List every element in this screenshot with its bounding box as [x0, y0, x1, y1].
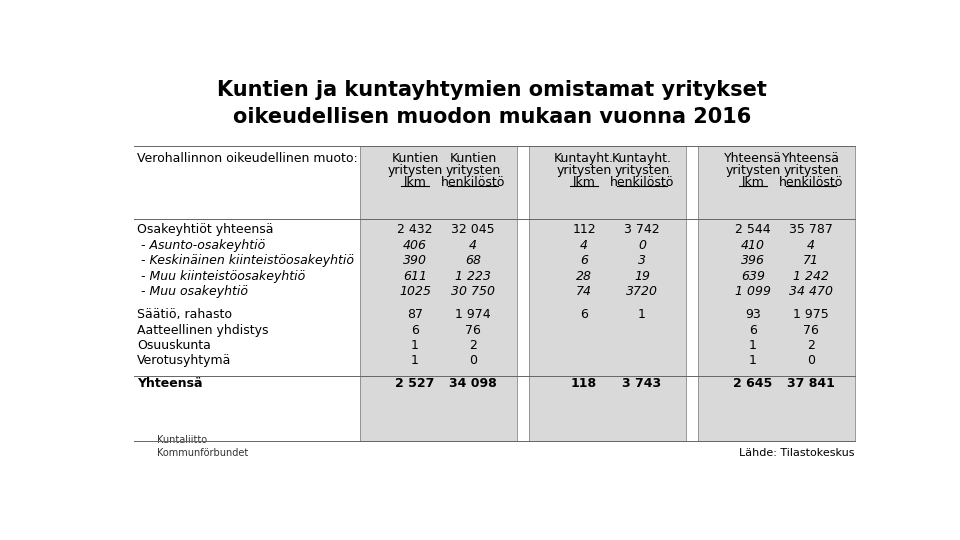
Text: Säätiö, rahasto: Säätiö, rahasto [137, 308, 232, 321]
Text: 19: 19 [634, 269, 650, 282]
Text: Osakeyhtiöt yhteensä: Osakeyhtiöt yhteensä [137, 224, 274, 237]
Text: 1 242: 1 242 [793, 269, 828, 282]
Text: 1: 1 [411, 354, 419, 367]
Text: 2 645: 2 645 [733, 377, 773, 390]
Text: - Muu kiinteistöosakeyhtiö: - Muu kiinteistöosakeyhtiö [137, 269, 305, 282]
Text: lkm: lkm [403, 177, 426, 190]
Text: 74: 74 [576, 285, 592, 298]
Text: 4: 4 [469, 239, 477, 252]
Bar [698, 146, 854, 441]
Text: 1 975: 1 975 [793, 308, 828, 321]
Text: 1: 1 [749, 339, 756, 352]
Text: 30 750: 30 750 [451, 285, 495, 298]
Text: - Asunto-osakeyhtiö: - Asunto-osakeyhtiö [137, 239, 265, 252]
Text: 68: 68 [465, 254, 481, 267]
Text: 1: 1 [749, 354, 756, 367]
Text: 3 743: 3 743 [622, 377, 661, 390]
Text: - Keskinäinen kiinteistöosakeyhtiö: - Keskinäinen kiinteistöosakeyhtiö [137, 254, 354, 267]
Text: 2: 2 [807, 339, 815, 352]
Text: 118: 118 [571, 377, 597, 390]
Text: lkm: lkm [741, 177, 764, 190]
Text: 3: 3 [637, 254, 646, 267]
Text: yritysten: yritysten [614, 164, 669, 177]
Text: 93: 93 [745, 308, 761, 321]
Bar [360, 146, 516, 441]
Bar [529, 146, 685, 441]
Text: Verohallinnon oikeudellinen muoto:: Verohallinnon oikeudellinen muoto: [137, 152, 358, 165]
Text: 406: 406 [403, 239, 427, 252]
Text: 0: 0 [637, 239, 646, 252]
Text: Yhteensä: Yhteensä [781, 152, 840, 165]
Text: Yhteensä: Yhteensä [137, 377, 203, 390]
Text: 0: 0 [469, 354, 477, 367]
Text: 1 974: 1 974 [455, 308, 491, 321]
Text: 76: 76 [465, 323, 481, 336]
Text: 76: 76 [803, 323, 819, 336]
Text: 3720: 3720 [626, 285, 658, 298]
Text: 35 787: 35 787 [789, 224, 833, 237]
Text: Kuntayht.: Kuntayht. [612, 152, 672, 165]
Text: 2 527: 2 527 [396, 377, 435, 390]
Text: 410: 410 [741, 239, 765, 252]
Text: yritysten: yritysten [388, 164, 443, 177]
Text: Aatteellinen yhdistys: Aatteellinen yhdistys [137, 323, 269, 336]
Text: 1 223: 1 223 [455, 269, 491, 282]
Text: yritysten: yritysten [557, 164, 612, 177]
Text: 34 470: 34 470 [789, 285, 833, 298]
Text: Kuntien: Kuntien [392, 152, 439, 165]
Text: 4: 4 [580, 239, 588, 252]
Text: 87: 87 [407, 308, 423, 321]
Text: 37 841: 37 841 [787, 377, 835, 390]
Text: 34 098: 34 098 [449, 377, 497, 390]
Bar [698, 146, 854, 441]
Text: yritysten: yritysten [783, 164, 838, 177]
Text: henkilöstö: henkilöstö [441, 177, 505, 190]
Text: henkilöstö: henkilöstö [610, 177, 674, 190]
Text: 2 544: 2 544 [735, 224, 771, 237]
Text: 28: 28 [576, 269, 592, 282]
Text: henkilöstö: henkilöstö [779, 177, 843, 190]
Text: 32 045: 32 045 [451, 224, 494, 237]
Text: 1025: 1025 [399, 285, 431, 298]
Text: Osuuskunta: Osuuskunta [137, 339, 211, 352]
Text: lkm: lkm [572, 177, 595, 190]
Text: yritysten: yritysten [445, 164, 500, 177]
Text: - Muu osakeyhtiö: - Muu osakeyhtiö [137, 285, 248, 298]
Text: 611: 611 [403, 269, 427, 282]
Text: Kuntaliitto
Kommunförbundet: Kuntaliitto Kommunförbundet [157, 435, 249, 457]
Text: 390: 390 [403, 254, 427, 267]
Text: 3 742: 3 742 [624, 224, 660, 237]
Text: 2: 2 [469, 339, 477, 352]
Text: 0: 0 [806, 354, 815, 367]
Text: 71: 71 [803, 254, 819, 267]
Bar [360, 146, 516, 441]
Text: Kuntien ja kuntayhtymien omistamat yritykset
oikeudellisen muodon mukaan vuonna : Kuntien ja kuntayhtymien omistamat yrity… [217, 80, 767, 126]
Text: Yhteensä: Yhteensä [724, 152, 782, 165]
Text: 396: 396 [741, 254, 765, 267]
Text: Verotusyhtymä: Verotusyhtymä [137, 354, 231, 367]
Text: 1 099: 1 099 [735, 285, 771, 298]
Text: yritysten: yritysten [726, 164, 780, 177]
Text: Kuntayht.: Kuntayht. [554, 152, 614, 165]
Text: 6: 6 [580, 308, 588, 321]
Text: 1: 1 [638, 308, 646, 321]
Text: 639: 639 [741, 269, 765, 282]
Bar [529, 146, 685, 441]
Text: 1: 1 [411, 339, 419, 352]
Text: 112: 112 [572, 224, 596, 237]
Text: Lähde: Tilastokeskus: Lähde: Tilastokeskus [739, 448, 854, 457]
Text: 6: 6 [411, 323, 419, 336]
Text: 4: 4 [806, 239, 815, 252]
Text: 6: 6 [749, 323, 756, 336]
Text: Kuntien: Kuntien [449, 152, 496, 165]
Text: 6: 6 [580, 254, 588, 267]
Text: 2 432: 2 432 [397, 224, 433, 237]
